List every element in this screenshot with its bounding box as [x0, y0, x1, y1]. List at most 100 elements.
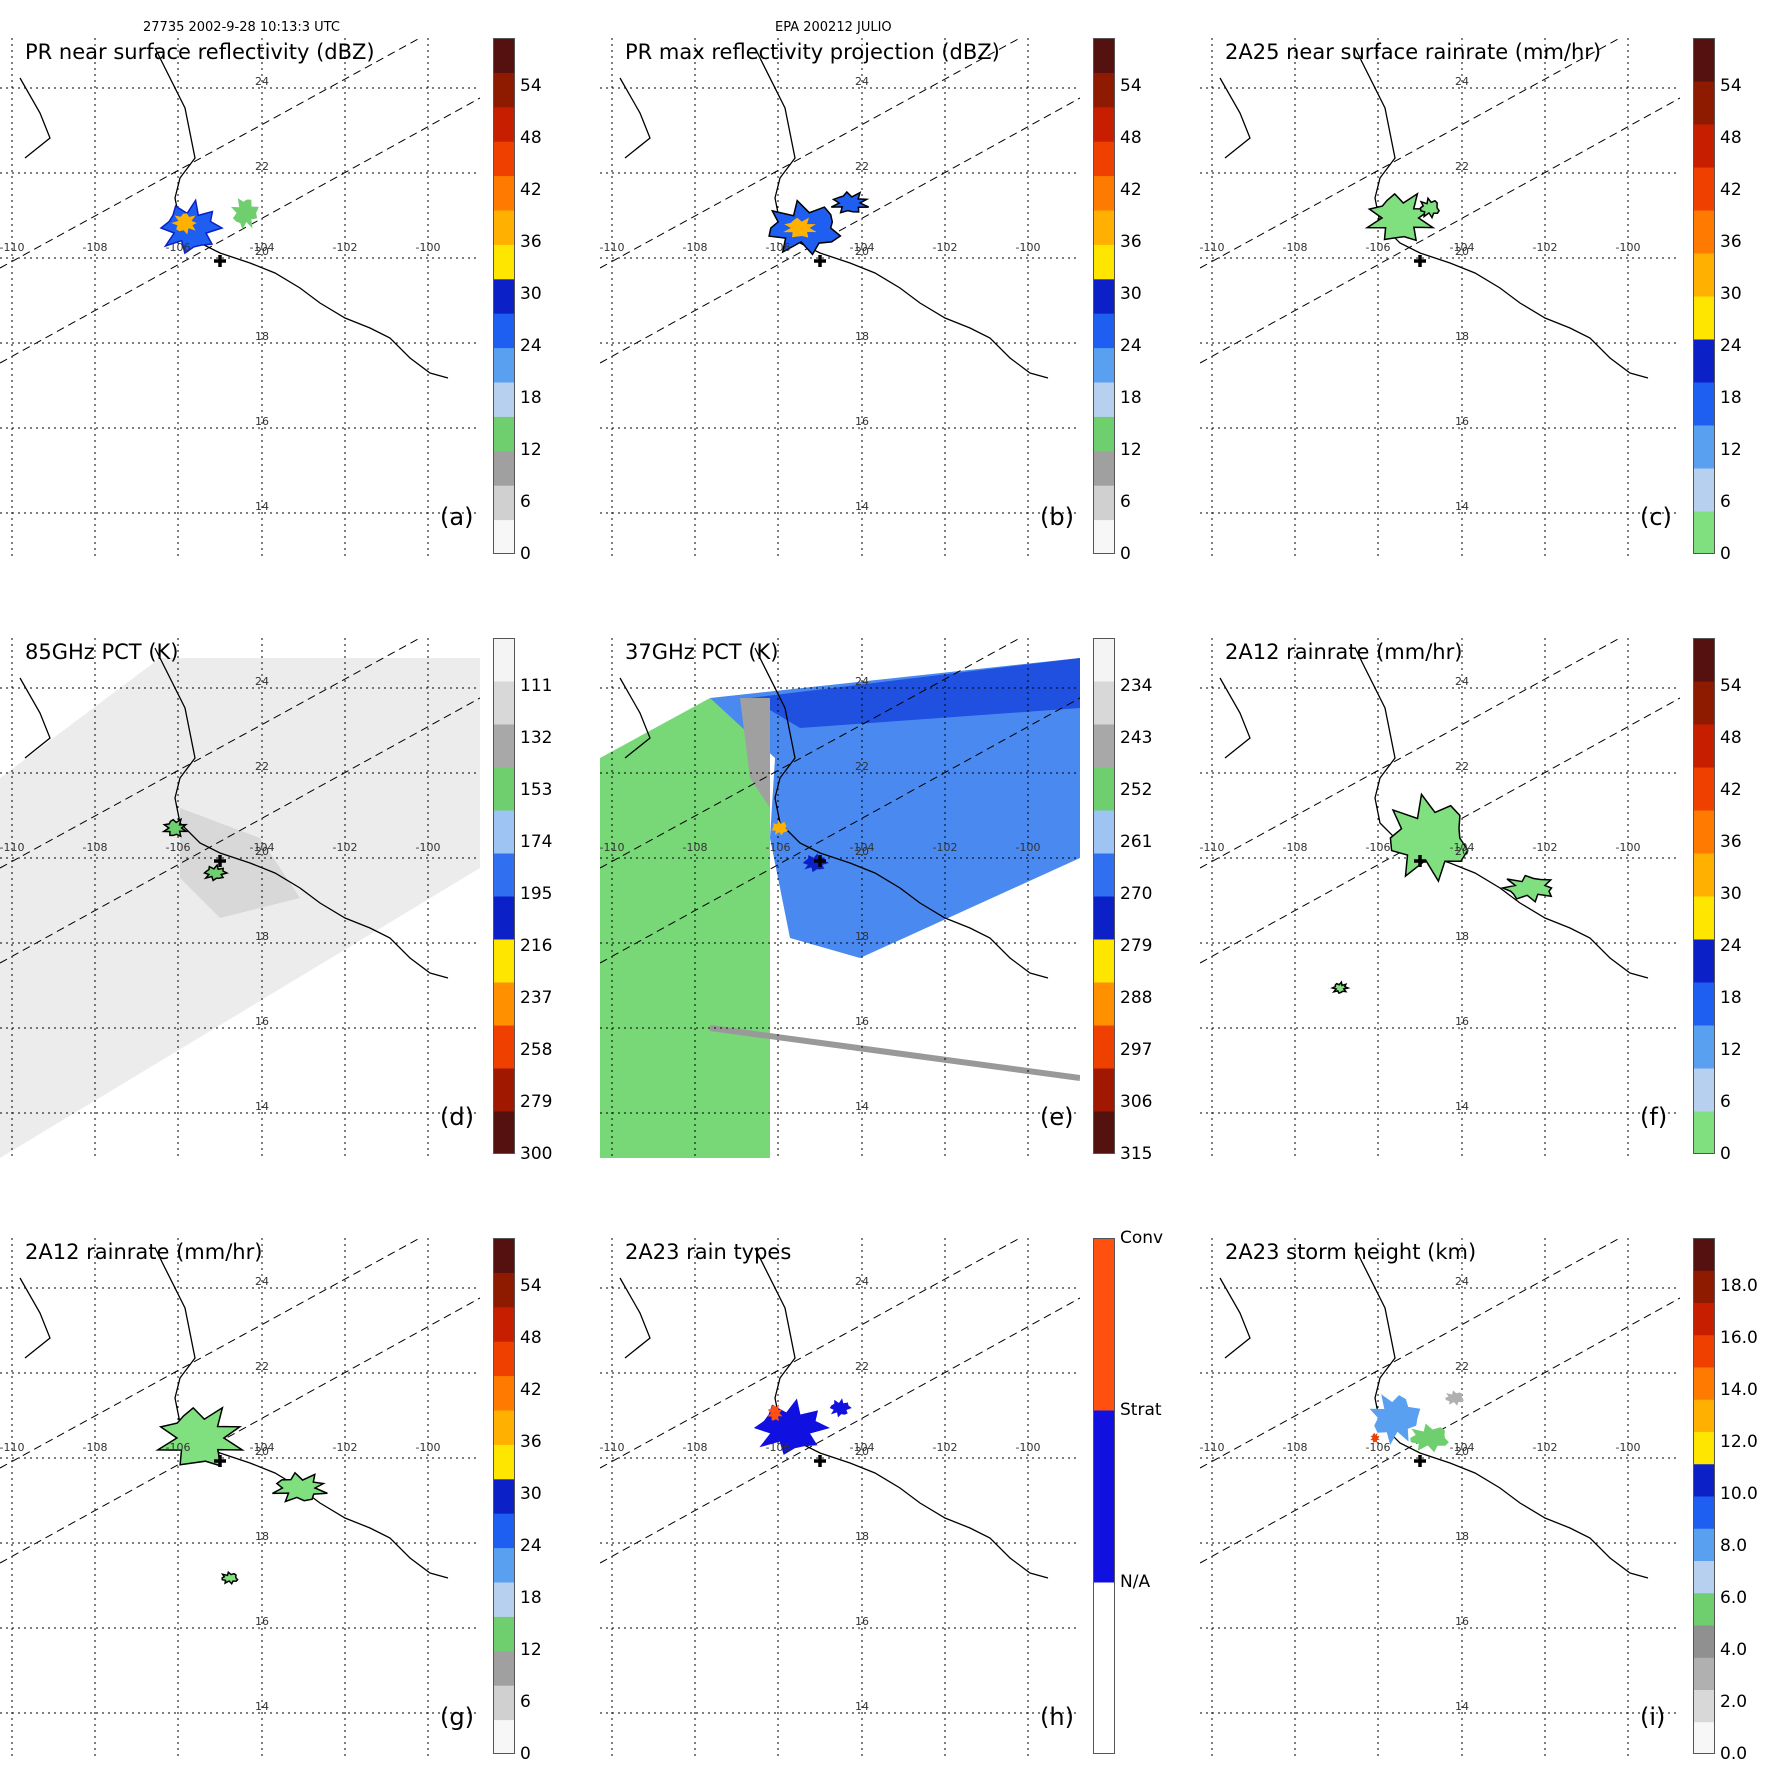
longitude-label: -104 [250, 241, 275, 254]
colorbar-b [1093, 38, 1115, 554]
echo-blob [231, 198, 259, 230]
longitude-label: -102 [933, 241, 958, 254]
latitude-label: 18 [255, 930, 269, 943]
panel-label-c: (c) [1640, 503, 1672, 531]
latitude-label: 18 [1455, 1530, 1469, 1543]
colorbar-segment [1093, 450, 1115, 486]
colorbar-tick-label: 270 [1120, 884, 1153, 904]
swath-edge-lower [600, 97, 1080, 364]
echo-blob [830, 190, 870, 214]
colorbar-tick-label: 30 [520, 1484, 542, 1504]
coastline [619, 47, 1049, 379]
coastline [19, 47, 449, 379]
longitude-label: -108 [683, 241, 708, 254]
colorbar-g [493, 1238, 515, 1754]
colorbar-frame [493, 638, 515, 1154]
colorbar-segment [493, 1650, 515, 1686]
latitude-label: 24 [855, 1275, 869, 1288]
colorbar-segment [1693, 1111, 1715, 1154]
colorbar-segment [493, 450, 515, 486]
colorbar-segment [493, 724, 515, 768]
colorbar-segment [1693, 253, 1715, 297]
colorbar-segment [1093, 681, 1115, 725]
colorbar-segment [493, 141, 515, 177]
map-b: -110 -108 -106 -104 -102 -100 24 22 20 18 16 14 [600, 38, 1080, 558]
panel-title-e: 37GHz PCT (K) [625, 640, 779, 664]
panel-c: -110 -108 -106 -104 -102 -100 24 22 20 18 16 14 2A25… [1200, 38, 1760, 578]
colorbar-ticks-c: 54 48 42 36 30 24 18 12 6 0 [1720, 38, 1771, 564]
longitude-label: -108 [83, 1441, 108, 1454]
colorbar-tick-label: 0.0 [1720, 1744, 1748, 1764]
echo-blob [1369, 1394, 1421, 1445]
panel-label-h: (h) [1040, 1703, 1074, 1731]
map-i: -110 -108 -106 -104 -102 -100 24 22 20 18 16 14 [1200, 1238, 1680, 1758]
colorbar-tick-label: 6 [1720, 1092, 1731, 1112]
latitude-label: 24 [1455, 675, 1469, 688]
latitude-label: 20 [855, 1445, 869, 1458]
colorbar-segment [1693, 1431, 1715, 1465]
colorbar-segment [1693, 1689, 1715, 1723]
swath-edge-upper [1200, 38, 1621, 269]
colorbar-tick-label: 6 [1120, 492, 1131, 512]
colorbar-segment [493, 1444, 515, 1480]
longitude-label: -102 [1533, 241, 1558, 254]
longitude-label: -100 [1616, 841, 1641, 854]
latitude-label: 22 [1455, 1360, 1469, 1373]
colorbar-tick-label: 30 [1120, 284, 1142, 304]
colorbar-segment [1093, 1111, 1115, 1154]
latitude-label: 24 [255, 75, 269, 88]
colorbar-e [1093, 638, 1115, 1154]
colorbar-segment [493, 38, 515, 73]
colorbar-ticks-i: 18.0 16.0 14.0 12.0 10.0 8.0 6.0 4.0 2.0 0.0 [1720, 1238, 1771, 1764]
map-e: -110 -108 -106 -104 -102 -100 24 22 20 18 16 14 [600, 638, 1080, 1158]
latitude-label: 18 [855, 330, 869, 343]
longitude-label: -108 [1283, 1441, 1308, 1454]
colorbar-i [1693, 1238, 1715, 1754]
echo-blob [783, 217, 817, 238]
pct37-cold-band [750, 658, 1080, 728]
longitude-label: -108 [683, 1441, 708, 1454]
coastline [1219, 647, 1649, 979]
colorbar-tick-label: 54 [520, 76, 542, 96]
colorbar-frame [1093, 38, 1115, 554]
latitude-label: 22 [1455, 160, 1469, 173]
longitude-label: -104 [850, 1441, 875, 1454]
colorbar-segment [1693, 1721, 1715, 1754]
colorbar-segment [1093, 1410, 1115, 1583]
latitude-label: 24 [255, 1275, 269, 1288]
swath-edge-line [709, 1025, 1080, 1081]
latitude-label: 22 [855, 160, 869, 173]
coastline [1219, 47, 1649, 379]
colorbar-segment [1693, 939, 1715, 983]
colorbar-segment [1093, 519, 1115, 554]
colorbar-ticks-e: 234 243 252 261 270 279 288 297 306 315 [1120, 638, 1180, 1164]
colorbar-tick-label: 2.0 [1720, 1692, 1748, 1712]
colorbar-segment [1093, 1068, 1115, 1112]
latitude-label: 24 [1455, 75, 1469, 88]
colorbar-segment [493, 278, 515, 314]
colorbar-tick-label: 111 [520, 676, 553, 696]
colorbar-segment [1693, 1238, 1715, 1271]
longitude-label: -104 [250, 841, 275, 854]
swath-edge-upper [600, 638, 1021, 869]
colorbar-ticks-h: Conv Strat N/A [1120, 1228, 1180, 1754]
echo-blob [1330, 980, 1351, 995]
panel-a: -110 -108 -106 -104 -102 -100 24 22 20 18 16 14 PR n… [0, 38, 560, 578]
colorbar-tick-label: 18 [1720, 388, 1742, 408]
colorbar-segment [1693, 1463, 1715, 1497]
colorbar-segment [493, 896, 515, 940]
colorbar-tick-label: 54 [520, 1276, 542, 1296]
storm-center-plus-icon [214, 1455, 226, 1467]
colorbar-tick-label: 0 [1720, 544, 1731, 564]
storm-center-plus-icon [1414, 255, 1426, 267]
longitude-label: -110 [0, 841, 24, 854]
latitude-label: 20 [255, 245, 269, 258]
longitude-label: -108 [83, 841, 108, 854]
swath-edge-lower [0, 97, 480, 364]
panel-g: -110 -108 -106 -104 -102 -100 24 22 20 18 16 14 2A12… [0, 1238, 560, 1778]
colorbar-tick-label: 42 [1120, 180, 1142, 200]
colorbar-tick-label: 42 [1720, 180, 1742, 200]
orbit-time-header: 27735 2002-9-28 10:13:3 UTC [143, 20, 340, 35]
colorbar-tick-label: 12 [520, 1640, 542, 1660]
colorbar-tick-label: 18 [520, 1588, 542, 1608]
